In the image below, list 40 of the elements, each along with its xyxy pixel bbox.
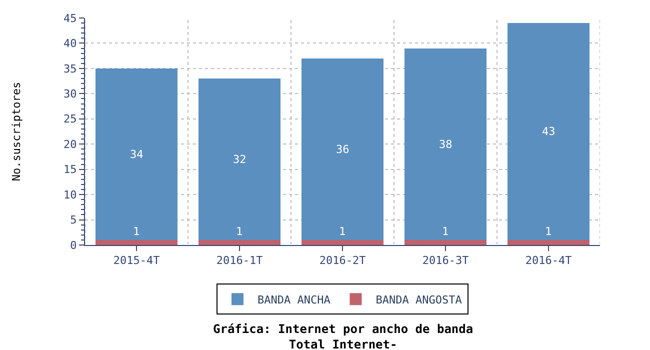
data-label: 32: [233, 153, 246, 166]
y-tick-label: 15: [64, 163, 77, 176]
x-tick-label: 2015-4T: [113, 254, 160, 268]
legend-label: BANDA ANCHA: [258, 293, 331, 306]
y-tick-label: 25: [64, 112, 77, 126]
legend-label: BANDA ANGOSTA: [376, 293, 462, 306]
bar: [198, 78, 281, 240]
y-tick-label: 35: [64, 62, 77, 76]
data-label: 38: [439, 138, 452, 151]
data-label: 1: [133, 225, 140, 238]
bar: [507, 240, 590, 245]
data-label: 1: [442, 225, 449, 238]
x-tick-label: 2016-3T: [422, 254, 470, 268]
text: Gráfica: Internet por ancho de banda: [213, 322, 474, 336]
bar: [404, 240, 487, 245]
data-label: 1: [236, 225, 243, 238]
y-tick-label: 40: [64, 37, 77, 50]
x-tick-label: 2016-4T: [525, 254, 572, 268]
y-tick-label: 5: [70, 214, 77, 227]
data-label: 43: [542, 125, 556, 138]
bar: [198, 240, 281, 245]
y-tick-label: 30: [64, 88, 77, 101]
data-label: 1: [545, 225, 552, 238]
data-label: 36: [336, 143, 350, 156]
bar: [301, 240, 384, 245]
data-label: 34: [130, 148, 144, 161]
data-label: 1: [339, 225, 346, 238]
bar: [301, 58, 384, 240]
x-tick-label: 2016-1T: [216, 254, 264, 268]
y-axis-title: No.suscriptores: [10, 82, 24, 182]
text: Total Internet-: [288, 338, 398, 350]
bar: [404, 48, 487, 240]
bar: [95, 68, 178, 240]
y-tick-label: 45: [64, 12, 77, 25]
bar: [507, 23, 590, 240]
y-tick-label: 0: [70, 238, 77, 252]
x-tick-label: 2016-2T: [319, 254, 366, 268]
y-tick-label: 10: [64, 188, 77, 202]
y-tick-label: 20: [64, 138, 77, 151]
bar: [95, 240, 178, 245]
